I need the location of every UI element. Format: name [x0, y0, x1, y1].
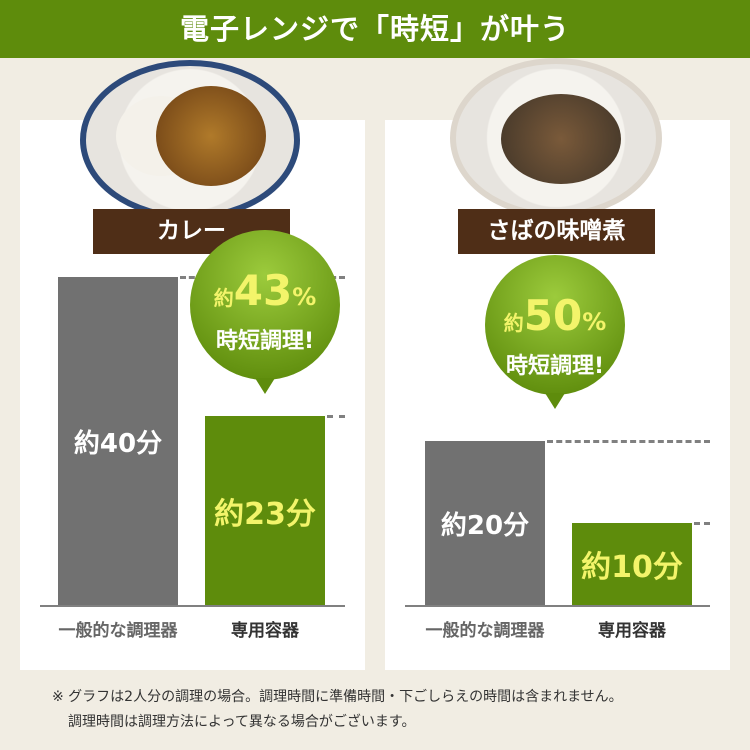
- baseline: [40, 605, 345, 607]
- callout-value: 43: [233, 266, 293, 315]
- callout-text: 時短調理!: [505, 354, 605, 379]
- bar-dedicated: 約10分: [572, 523, 692, 605]
- baseline: [405, 605, 710, 607]
- callout-pointer: [545, 393, 565, 409]
- callout-text: 時短調理!: [215, 329, 315, 354]
- category-label: 一般的な調理器: [425, 621, 545, 641]
- callout-pointer: [255, 378, 275, 394]
- reference-line: [694, 522, 710, 525]
- callout-unit: %: [582, 308, 607, 336]
- callout-unit: %: [292, 283, 317, 311]
- callout-prefix: 約: [213, 286, 234, 310]
- saba-image: [450, 58, 662, 218]
- category-label: 専用容器: [231, 621, 299, 641]
- reference-line: [327, 415, 345, 419]
- bar-general: 約40分: [58, 277, 178, 605]
- time-saving-callout: 約43% 時短調理!: [190, 230, 340, 394]
- chart-title: さばの味噌煮: [458, 209, 655, 254]
- reference-line: [547, 440, 710, 443]
- category-label: 専用容器: [598, 621, 666, 641]
- header-title: 電子レンジで「時短」が叶う: [0, 0, 750, 58]
- bar-general: 約20分: [425, 441, 545, 605]
- time-saving-callout: 約50% 時短調理!: [485, 255, 625, 409]
- curry-image: [80, 60, 300, 220]
- callout-prefix: 約: [503, 311, 524, 335]
- footnote-line-1: ※ グラフは2人分の調理の場合。調理時間に準備時間・下ごしらえの時間は含まれませ…: [52, 689, 623, 705]
- bar-dedicated: 約23分: [205, 416, 325, 605]
- footnote-line-2: 調理時間は調理方法によって異なる場合がございます。: [68, 714, 416, 730]
- category-label: 一般的な調理器: [58, 621, 178, 641]
- callout-value: 50: [523, 291, 583, 340]
